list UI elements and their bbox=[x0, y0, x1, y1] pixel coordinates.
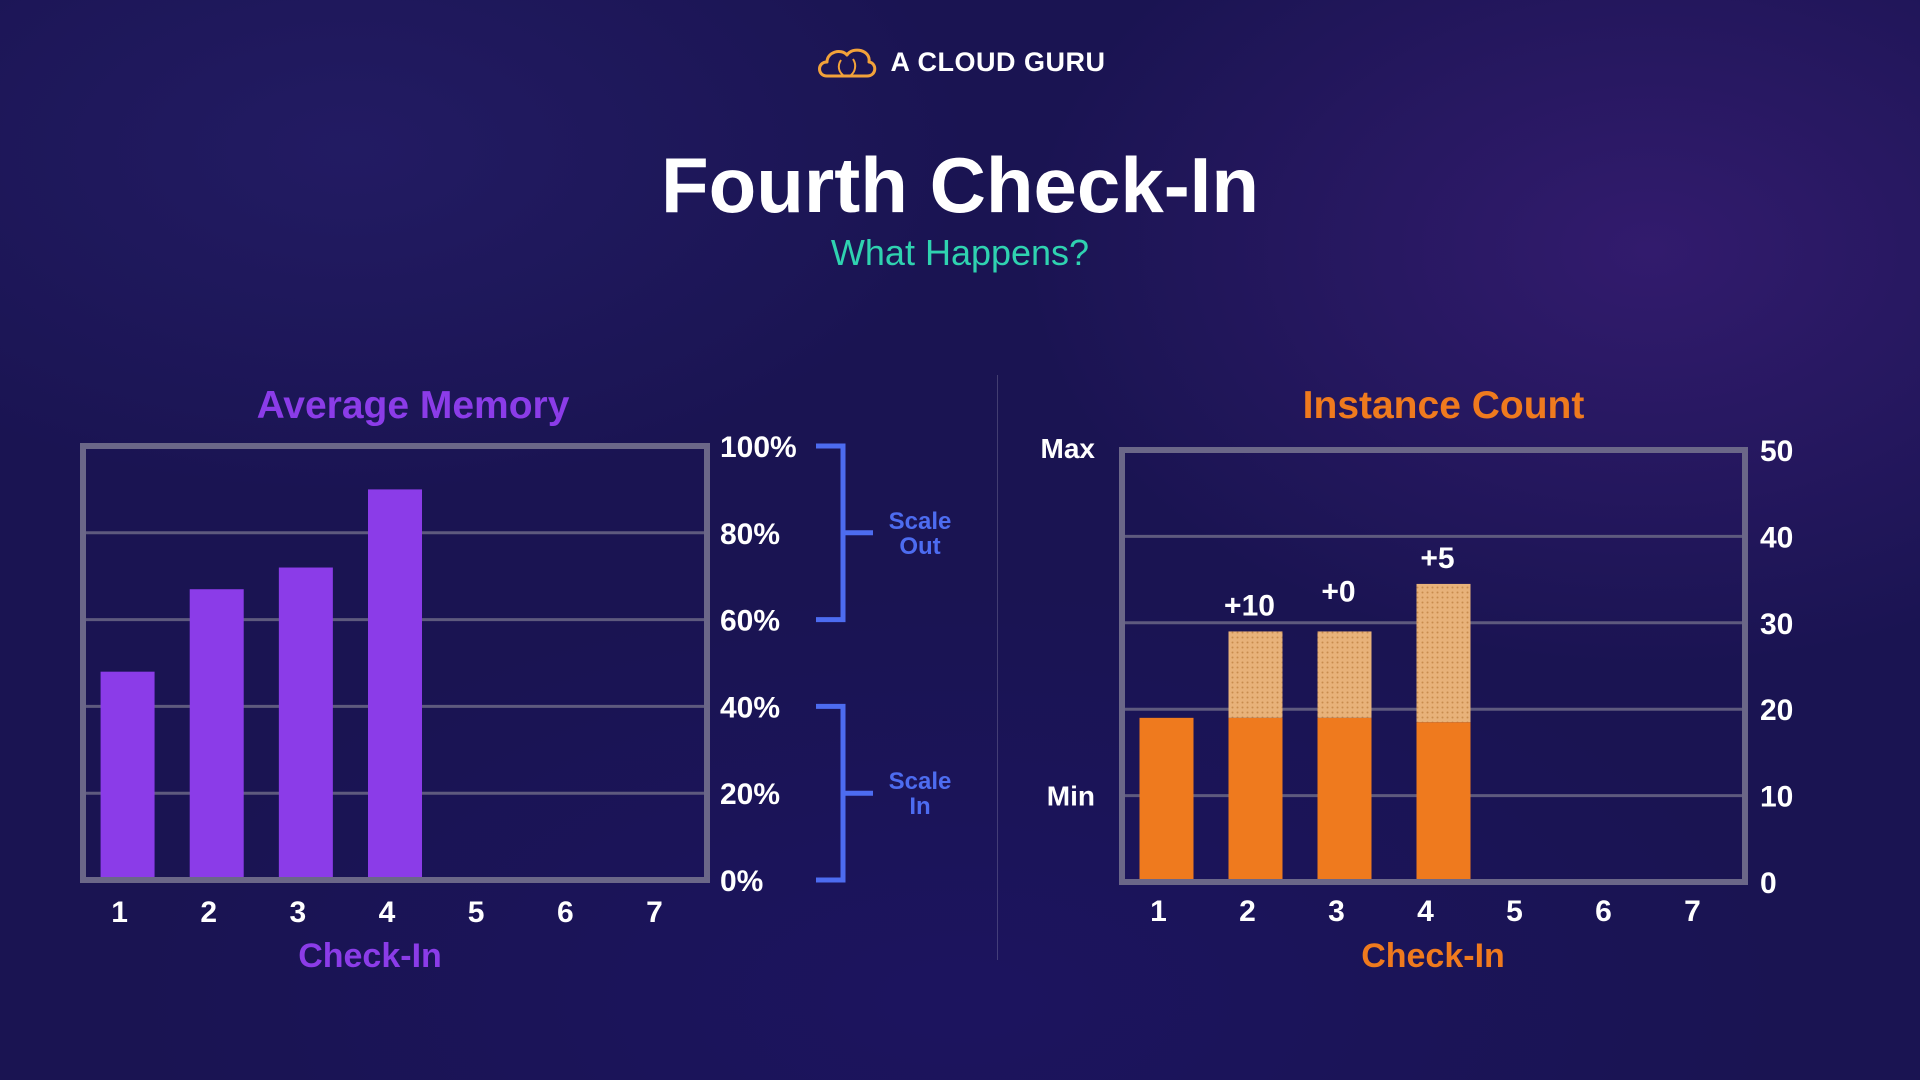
memory-bar bbox=[278, 567, 333, 880]
scale-in-label: Scale bbox=[889, 768, 952, 795]
scale-in-label: In bbox=[909, 793, 930, 820]
instance-x-tick: 7 bbox=[1684, 895, 1701, 928]
instance-bar-added bbox=[1416, 583, 1471, 723]
instance-x-tick: 2 bbox=[1239, 895, 1256, 928]
scale-out-bracket bbox=[816, 443, 873, 623]
instance-chart-title: Instance Count bbox=[1303, 384, 1585, 427]
instance-x-tick: 5 bbox=[1506, 895, 1523, 928]
instance-bar-base bbox=[1228, 717, 1283, 882]
memory-x-tick: 4 bbox=[379, 896, 396, 929]
instance-x-axis-label: Check-In bbox=[1361, 937, 1505, 975]
instance-y-tick: 0 bbox=[1760, 867, 1777, 900]
instance-y-tick: 50 bbox=[1760, 435, 1793, 468]
instance-data-label: +0 bbox=[1321, 575, 1355, 608]
memory-x-tick: 1 bbox=[111, 896, 128, 929]
brand-header: A CLOUD GURU bbox=[0, 42, 1920, 82]
instance-data-label: +5 bbox=[1420, 542, 1454, 575]
memory-chart-title: Average Memory bbox=[257, 384, 570, 427]
instance-ref-label-min: Min bbox=[1047, 781, 1095, 812]
memory-bar bbox=[100, 671, 155, 880]
memory-y-tick: 60% bbox=[720, 605, 780, 638]
memory-x-tick: 2 bbox=[200, 896, 217, 929]
memory-y-tick: 40% bbox=[720, 691, 780, 724]
instance-x-tick: 4 bbox=[1417, 895, 1434, 928]
instance-y-tick: 20 bbox=[1760, 694, 1793, 727]
page-subtitle: What Happens? bbox=[830, 232, 1090, 273]
instance-x-tick: 6 bbox=[1595, 895, 1612, 928]
instance-bar-added bbox=[1317, 631, 1372, 718]
memory-bar bbox=[368, 489, 422, 880]
memory-y-tick: 0% bbox=[720, 865, 763, 898]
chart-divider bbox=[997, 375, 998, 960]
instance-ref-label-max: Max bbox=[1041, 433, 1096, 464]
memory-x-tick: 6 bbox=[557, 896, 574, 929]
memory-x-axis-label: Check-In bbox=[298, 937, 442, 975]
memory-chart-frame bbox=[80, 443, 710, 883]
instance-bar-base bbox=[1317, 717, 1372, 882]
instance-bar-base bbox=[1416, 722, 1471, 882]
brand-name: A CLOUD GURU bbox=[890, 46, 1106, 77]
instance-y-tick: 10 bbox=[1760, 781, 1793, 814]
memory-bar bbox=[189, 589, 244, 880]
cloud-logo-icon bbox=[817, 48, 876, 78]
instance-y-tick: 30 bbox=[1760, 608, 1793, 641]
scale-in-bracket bbox=[816, 703, 873, 883]
memory-x-tick: 3 bbox=[290, 896, 307, 929]
instance-bar-base bbox=[1139, 717, 1194, 882]
instance-data-label: +10 bbox=[1224, 589, 1275, 622]
memory-y-tick: 100% bbox=[720, 431, 797, 464]
page-title: Fourth Check-In bbox=[661, 141, 1259, 229]
instance-x-tick: 1 bbox=[1150, 895, 1167, 928]
instance-chart-frame bbox=[1119, 447, 1748, 885]
memory-x-tick: 7 bbox=[646, 896, 663, 929]
scale-out-label: Out bbox=[899, 533, 940, 560]
instance-y-tick: 40 bbox=[1760, 521, 1793, 554]
memory-y-tick: 20% bbox=[720, 778, 780, 811]
scale-out-label: Scale bbox=[889, 508, 952, 535]
memory-y-tick: 80% bbox=[720, 518, 780, 551]
memory-x-tick: 5 bbox=[468, 896, 485, 929]
instance-bar-added bbox=[1228, 631, 1283, 718]
instance-x-tick: 3 bbox=[1328, 895, 1345, 928]
